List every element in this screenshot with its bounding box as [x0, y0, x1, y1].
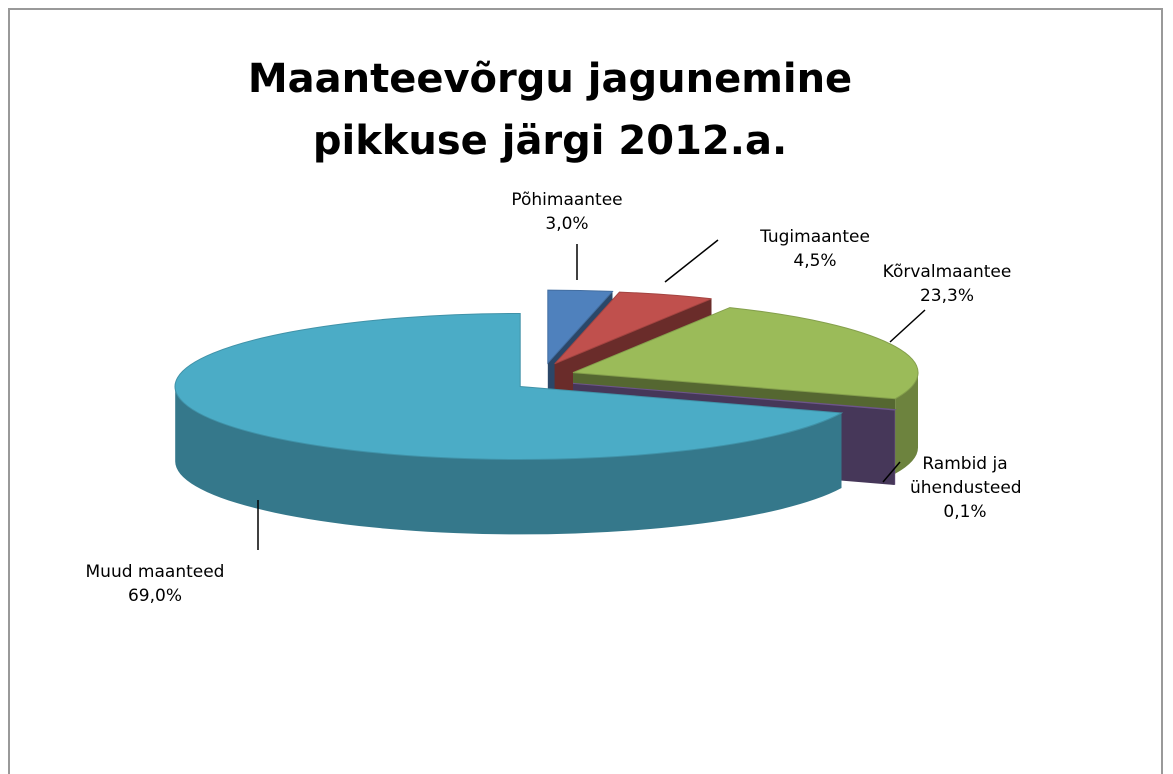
slice-label-name: Tugimaantee — [760, 227, 870, 247]
leader-line — [664, 239, 719, 283]
slice — [554, 291, 712, 365]
chart-title: Maanteevõrgu jagunemine pikkuse järgi 20… — [247, 56, 853, 164]
slice-outer-side — [894, 409, 896, 485]
slice-label-value: 4,5% — [793, 251, 837, 271]
slice-label-name: Põhimaantee — [511, 190, 623, 210]
slice-label-name: Muud maanteed — [85, 562, 225, 582]
leader-line — [882, 461, 901, 483]
slice-label-value: 3,0% — [545, 214, 589, 234]
slice-label-value: 23,3% — [919, 286, 974, 306]
slice — [572, 307, 919, 400]
slice-label-name: Kõrvalmaantee — [882, 262, 1012, 282]
slice-tops — [174, 289, 919, 460]
slice-outer-side — [895, 372, 919, 474]
slice — [547, 289, 614, 365]
slice — [174, 312, 844, 460]
chart-frame — [8, 8, 1163, 774]
slice — [572, 382, 897, 411]
slice-label-value: 0,1% — [943, 502, 987, 522]
slice-label-name: Rambid ja ühendusteed — [910, 454, 1022, 498]
leader-line — [889, 309, 926, 343]
slice-label-value: 69,0% — [127, 586, 182, 606]
slice-outer-side — [175, 386, 842, 535]
